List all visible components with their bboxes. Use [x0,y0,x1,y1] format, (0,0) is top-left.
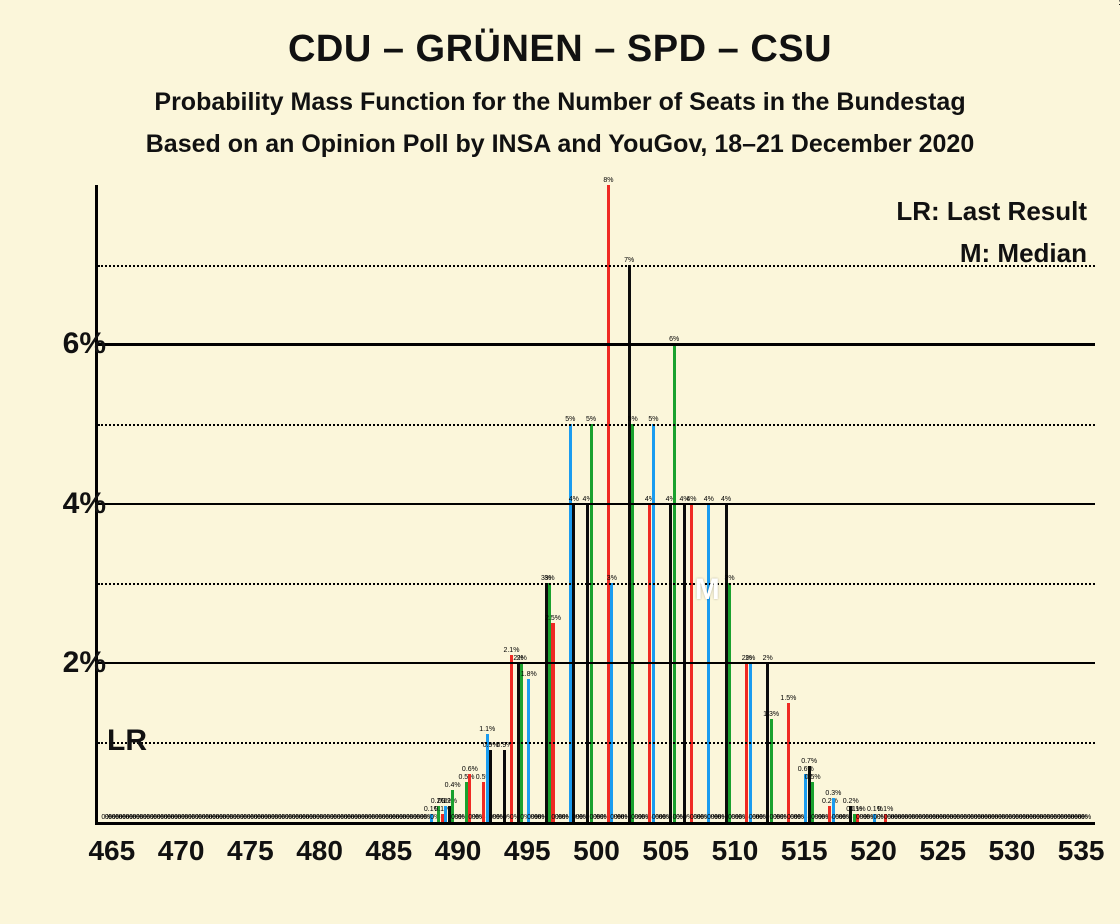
bar-value-label: 3% [725,575,735,582]
bar-value-label: 5% [565,416,575,423]
bar-red: 2.5% [551,623,554,822]
bar-green: 5% [590,424,593,822]
gridline-minor [98,742,1095,744]
chart-container: © 2020 Filip van Laenen CDU – GRÜNEN – S… [0,0,1120,924]
copyright-text: © 2020 Filip van Laenen [1116,0,1120,6]
bar-value-label: 2% [517,655,527,662]
x-tick-label: 475 [227,835,274,867]
chart-subtitle-1: Probability Mass Function for the Number… [0,88,1120,117]
bar-value-label: 0.5% [805,774,821,781]
x-tick-label: 530 [989,835,1036,867]
bar-value-label: 8% [603,177,613,184]
bar-value-label: 0% [1081,814,1091,821]
x-tick-label: 470 [158,835,205,867]
bar-value-label: 2.1% [503,647,519,654]
bar-value-label: 0.2% [822,798,838,805]
bar-value-label: 1.5% [780,695,796,702]
bar-value-label: 4% [686,496,696,503]
bar-blue: 5% [652,424,655,822]
bar-value-label: 1.3% [763,711,779,718]
x-tick-label: 495 [504,835,551,867]
bar-red: 1.5% [787,703,790,822]
y-tick-label: 6% [26,327,106,361]
gridline-minor [98,424,1095,426]
y-tick-label: 4% [26,487,106,521]
y-tick-label: 2% [26,646,106,680]
bar-value-label: 0.5% [458,774,474,781]
x-tick-label: 485 [365,835,412,867]
bar-value-label: 5% [586,416,596,423]
chart-subtitle-2: Based on an Opinion Poll by INSA and You… [0,130,1120,159]
x-tick-label: 520 [850,835,897,867]
bar-green: 1.3% [770,719,773,823]
bar-red: 2.1% [510,655,513,822]
bar-value-label: 5% [648,416,658,423]
bar-value-label: 6% [669,336,679,343]
x-tick-label: 500 [573,835,620,867]
bar-value-label: 5% [628,416,638,423]
x-tick-label: 510 [712,835,759,867]
x-tick-label: 505 [642,835,689,867]
plot-area: LR: Last Result M: Median 0%0%0%0%0%0%0%… [95,185,1095,825]
gridline-minor [98,583,1095,585]
bar-value-label: 2% [745,655,755,662]
gridline-minor [98,265,1095,267]
bar-value-label: 0.4% [445,782,461,789]
bar-value-label: 3% [544,575,554,582]
bar-value-label: 0.1% [877,806,893,813]
bar-blue: 1.8% [527,679,530,822]
lr-marker: LR [107,724,147,758]
bar-blue: 3% [610,583,613,822]
x-tick-label: 525 [919,835,966,867]
bar-green: 5% [631,424,634,822]
gridline-major [98,662,1095,665]
x-axis [95,822,1095,825]
x-tick-label: 465 [88,835,135,867]
chart-title: CDU – GRÜNEN – SPD – CSU [0,28,1120,71]
x-ticks: 4654704754804854904955005055105155205255… [95,835,1095,885]
x-tick-label: 490 [435,835,482,867]
x-tick-label: 535 [1058,835,1105,867]
bar-value-label: 3% [607,575,617,582]
bar-value-label: 0.6% [462,766,478,773]
gridline-major [98,343,1095,346]
bar-value-label: 4% [704,496,714,503]
x-tick-label: 515 [781,835,828,867]
bar-green: 3% [728,583,731,822]
gridline-major [98,503,1095,506]
x-tick-label: 480 [296,835,343,867]
bar-value-label: 2.5% [545,615,561,622]
bar-value-label: 0.1% [850,806,866,813]
